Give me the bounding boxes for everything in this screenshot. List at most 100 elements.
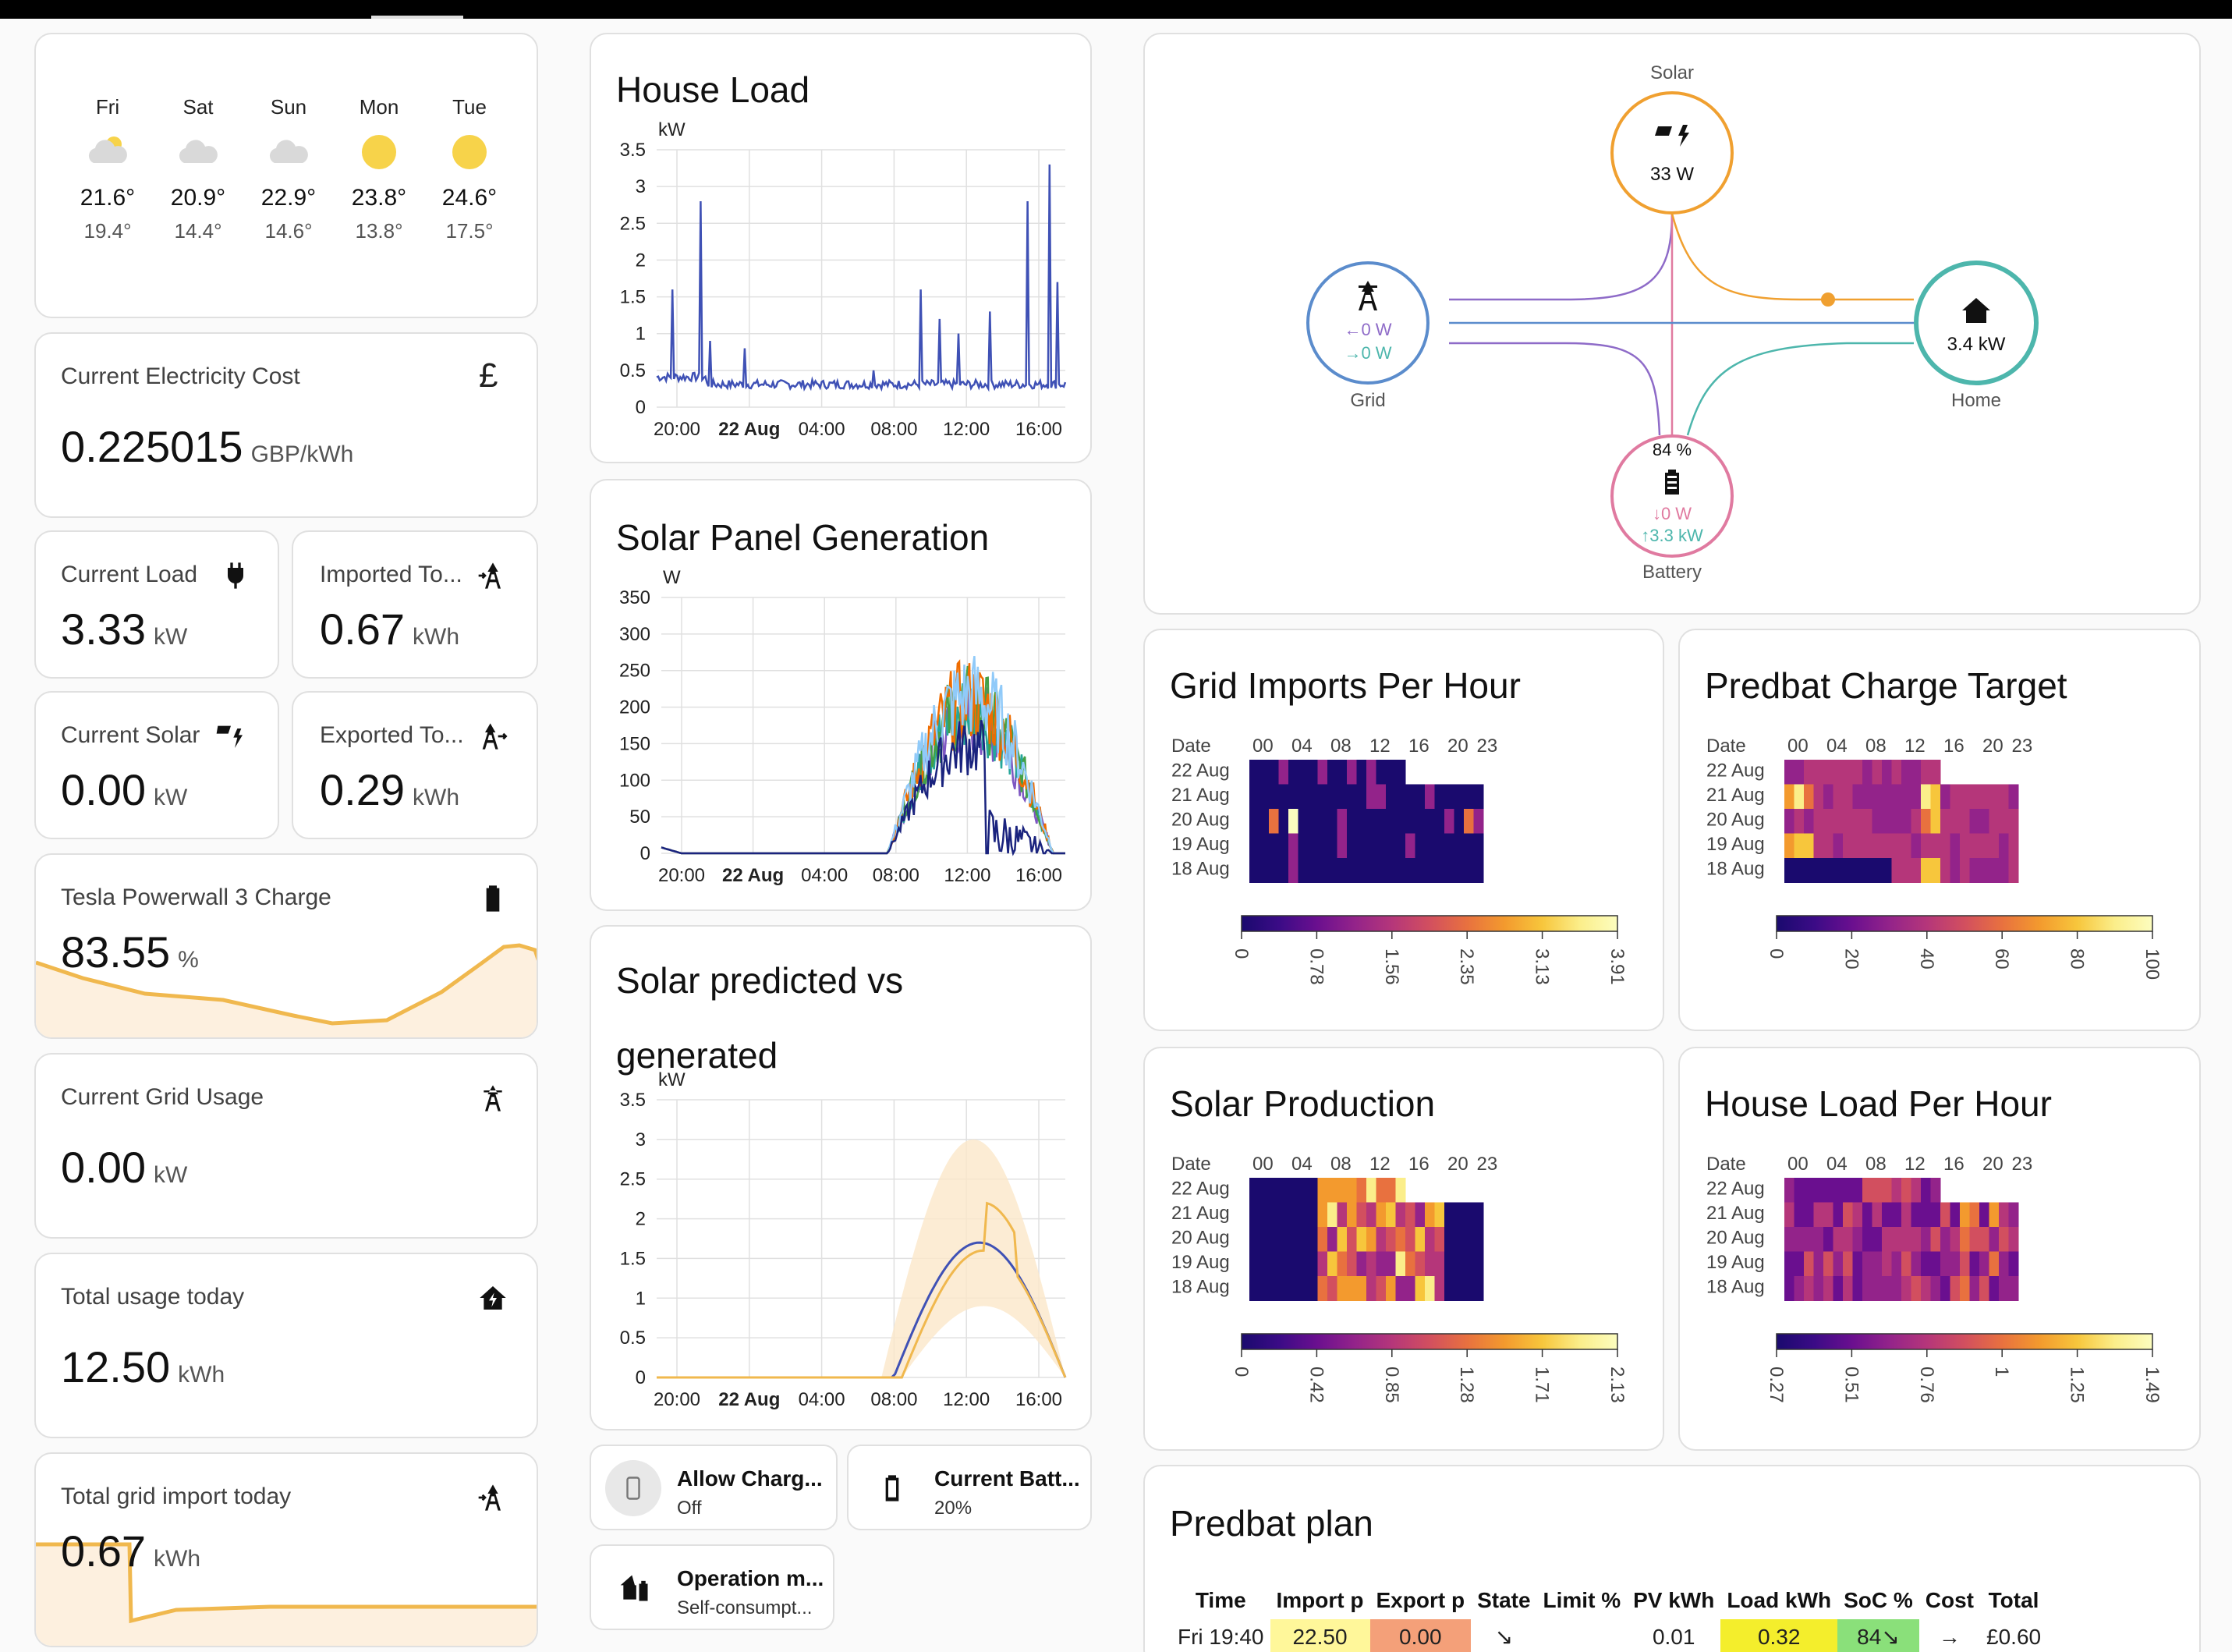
heatmap-cell — [1425, 1227, 1435, 1252]
flow-solar-value: 33 W — [1649, 164, 1694, 185]
allow-charge-button[interactable]: Allow Charg... Off — [590, 1445, 838, 1530]
heatmap-cell — [1454, 1227, 1465, 1252]
heatmap-cell — [1852, 1178, 1863, 1203]
heatmap-cell — [1969, 1251, 1980, 1277]
heatmap-cell — [1891, 1178, 1902, 1203]
heatmap-cell — [1804, 858, 1814, 883]
solar-generation-chart[interactable]: W 350 300 250 200 150 100 50 0 20:00 22 Aug 04:00 08… — [591, 480, 1092, 911]
heatmap-scale-label: 0.51 — [1841, 1367, 1862, 1403]
imported-today-card[interactable]: Imported To... 0.67 kWh — [292, 530, 538, 679]
heatmap-scale-label: 0.42 — [1306, 1367, 1327, 1403]
heatmap-cell — [1434, 833, 1445, 859]
heatmap-cell — [1444, 809, 1454, 834]
heatmap-cell — [1347, 1227, 1357, 1252]
heatmap-cell — [1833, 784, 1844, 810]
heatmap-cell — [1940, 858, 1950, 883]
grid-imports-heatmap-card[interactable]: Grid Imports Per Hour Date 22 Aug 21 Aug 20… — [1143, 629, 1664, 1031]
heatmap-cell — [1337, 1202, 1348, 1228]
current-solar-card[interactable]: Current Solar 0.00 kW — [34, 691, 279, 839]
heatmap-cell — [1979, 1227, 1989, 1252]
heatmap-cell — [1901, 1178, 1911, 1203]
weather-forecast-card[interactable]: Fri 21.6° 19.4° Sat 20.9° 14.4° Sun 22.9° 14.6° M… — [34, 33, 538, 318]
heatmap-scale-label: 3.13 — [1532, 948, 1553, 985]
solar-pred-xtick: 08:00 — [870, 1389, 917, 1410]
plan-cell: ↘ — [1494, 1625, 1514, 1649]
heatmap-cell — [1454, 784, 1465, 810]
heatmap-cell — [1784, 760, 1794, 785]
heatmap-scale-label: 20 — [1841, 948, 1862, 970]
solar-predicted-chart[interactable]: kW 3.5 3 2.5 2 1.5 1 0.5 0 20:00 22 Aug 04:00 08:00 1… — [591, 927, 1092, 1430]
flow-dot — [1821, 292, 1835, 307]
house-load-xtick: 16:00 — [1015, 419, 1062, 440]
heatmap-cell — [1862, 809, 1872, 834]
heatmap-scale-label: 80 — [2067, 948, 2088, 970]
heatmap-hour-label: 08 — [1865, 736, 1887, 757]
current-load-card[interactable]: Current Load 3.33 kW — [34, 530, 279, 679]
heatmap-cell — [1882, 760, 1892, 785]
predbat-plan-table: Time Import p Export p State Limit % PV kWh Lo… — [1171, 1582, 2047, 1652]
heatmap-cell — [1376, 1178, 1387, 1203]
house-load-hour-heatmap-card[interactable]: House Load Per Hour Date 22 Aug 21 Aug 20 A… — [1678, 1047, 2201, 1451]
heatmap-cell — [1813, 1227, 1824, 1252]
electricity-cost-card[interactable]: Current Electricity Cost £ 0.225015 GBP/k… — [34, 332, 538, 518]
solar-gen-series-5 — [661, 719, 1065, 856]
predbat-plan-card[interactable]: Predbat plan Time Import p Export p State Li… — [1143, 1465, 2201, 1652]
forecast-low: 13.8° — [355, 219, 403, 243]
heatmap-cell — [1473, 1276, 1484, 1301]
heatmap-cell — [1434, 784, 1445, 810]
heatmap-cell — [1464, 833, 1474, 859]
heatmap-cell — [1911, 1227, 1922, 1252]
exported-today-card[interactable]: Exported To... 0.29 kWh — [292, 691, 538, 839]
energy-flow-card[interactable]: Solar 33 W ←0 W →0 W Grid 3.4 kW Home 84… — [1143, 33, 2201, 615]
usage-today-card[interactable]: Total usage today 12.50 kWh — [34, 1253, 538, 1438]
heatmap-cell — [1921, 1227, 1931, 1252]
heatmap-scale-label: 1.25 — [2067, 1367, 2088, 1403]
heatmap-hour-label: 04 — [1826, 1154, 1848, 1175]
heatmap-cell — [1862, 858, 1872, 883]
heatmap-cell — [1317, 1202, 1328, 1228]
heatmap-cell — [1337, 784, 1348, 810]
solar-gen-ytick: 0 — [640, 843, 650, 864]
solar-production-heatmap-card[interactable]: Solar Production Date 22 Aug 21 Aug 20 Aug 1… — [1143, 1047, 1664, 1451]
heatmap-cell — [1872, 833, 1883, 859]
heatmap-cell — [1425, 833, 1435, 859]
powerwall-charge-card[interactable]: Tesla Powerwall 3 Charge 83.55% — [34, 853, 538, 1039]
charge-target-heatmap-card[interactable]: Predbat Charge Target Date 22 Aug 21 Aug 20… — [1678, 629, 2201, 1031]
grid-imports-heatmap[interactable]: Date 22 Aug 21 Aug 20 Aug 19 Aug 18 Aug 00 04 08… — [1145, 630, 1664, 1031]
heatmap-cell — [1308, 760, 1318, 785]
current-battery-button[interactable]: Current Batt... 20% — [847, 1445, 1092, 1530]
operation-mode-button[interactable]: Operation m... Self-consumpt... — [590, 1544, 834, 1630]
cost-value: 0.225015 — [61, 422, 243, 471]
heatmap-cell — [1784, 809, 1794, 834]
heatmap-cell — [1347, 1276, 1357, 1301]
heatmap-cell — [1823, 858, 1833, 883]
house-load-chart[interactable]: kW 3.5 3 2.5 2 1.5 1 0.5 0 20:00 22 Aug 04:00 08:00 1… — [591, 34, 1092, 463]
grid-usage-card[interactable]: Current Grid Usage 0.00 kW — [34, 1053, 538, 1239]
heatmap-cell — [1852, 1251, 1863, 1277]
heatmap-cell — [1278, 1178, 1289, 1203]
heatmap-cell — [1317, 1227, 1328, 1252]
heatmap-cell — [1356, 1202, 1367, 1228]
house-load-card[interactable]: House Load kW 3.5 3 2.5 2 1.5 1 0.5 0 20:00 22 Aug… — [590, 33, 1092, 463]
solar-predicted-card[interactable]: Solar predicted vs generated kW 3.5 3 2.5 2 1… — [590, 925, 1092, 1430]
grid-import-today-card[interactable]: Total grid import today 0.67 kWh — [34, 1452, 538, 1647]
heatmap-cell — [1356, 1178, 1367, 1203]
heatmap-cell — [1425, 858, 1435, 883]
heatmap-hour-label: 16 — [1408, 1154, 1430, 1175]
heatmap-date-label: 18 Aug — [1706, 1277, 1765, 1298]
solar-production-heatmap[interactable]: Date 22 Aug 21 Aug 20 Aug 19 Aug 18 Aug 00 04 08… — [1145, 1048, 1664, 1451]
heatmap-cell — [1950, 1276, 1961, 1301]
solar-label: Current Solar — [61, 722, 200, 748]
heatmap-date-label: 20 Aug — [1171, 810, 1230, 831]
heatmap-cell — [1999, 858, 2009, 883]
plan-cell: £0.60 — [1986, 1624, 2042, 1649]
heatmap-cell — [1454, 858, 1465, 883]
heatmap-cell — [1434, 1251, 1445, 1277]
heatmap-cell — [1434, 1202, 1445, 1228]
heatmap-cell — [1833, 1227, 1844, 1252]
solar-generation-card[interactable]: Solar Panel Generation W 350 300 250 200 150 1… — [590, 479, 1092, 911]
heatmap-cell — [1434, 858, 1445, 883]
house-load-hour-heatmap[interactable]: Date 22 Aug 21 Aug 20 Aug 19 Aug 18 Aug 00 04 08… — [1680, 1048, 2201, 1451]
forecast-high: 22.9° — [260, 185, 317, 211]
